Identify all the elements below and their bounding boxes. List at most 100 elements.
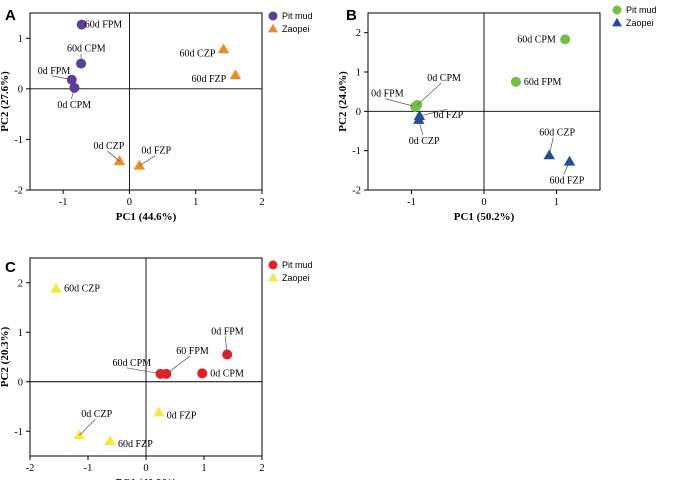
label-0d-czp: 0d CZP — [409, 136, 440, 147]
point-0d-cpm: 0d CPM — [57, 82, 91, 111]
y-tick-label: 0 — [356, 107, 361, 118]
leader-line — [166, 355, 191, 375]
marker-60d-fzp — [563, 155, 576, 166]
panel-letter: B — [346, 7, 357, 24]
label-0d-fzp: 0d FZP — [167, 410, 197, 421]
point-0d-czp: 0d CZP — [409, 113, 440, 147]
leader-line — [71, 87, 75, 99]
legend: Pit mud Zaopei — [268, 11, 313, 34]
label-60d-czp: 60d CZP — [539, 127, 575, 138]
point-60d-czp: 60d CZP — [539, 127, 576, 160]
point-0d-fzp: 0d FZP — [133, 146, 172, 170]
leader-line — [107, 150, 120, 162]
x-tick-label: -1 — [84, 463, 93, 474]
panel-b: B -1 0 1 -2 -1 0 1 2 PC1 (50.2%) PC2 (24.0%) Pit mu… — [337, 5, 657, 223]
legend: Pit mud Zaopei — [612, 5, 657, 28]
legend-label-zaopei: Zaopei — [626, 18, 654, 28]
label-0d-fzp: 0d FZP — [141, 146, 171, 157]
x-axis-title: PC1 (44.6%) — [116, 211, 177, 223]
x-tick-label: 2 — [259, 463, 264, 474]
marker-0d-fzp — [153, 406, 165, 417]
point-0d-czp: 0d CZP — [73, 409, 113, 440]
leader-line — [418, 119, 424, 136]
x-tick-label: 0 — [127, 197, 132, 208]
x-tick-label: 0 — [481, 197, 486, 208]
point-0d-fzp: 0d FZP — [153, 406, 197, 421]
marker-0d-cpm — [197, 368, 208, 379]
point-60d-fzp: 60d FZP — [550, 155, 585, 187]
label-0d-cpm: 0d CPM — [427, 73, 461, 84]
point-0d-cpm: 0d CPM — [412, 73, 461, 111]
y-tick-label: 0 — [18, 84, 23, 95]
marker-60d-czp — [217, 43, 230, 54]
point-60d-czp: 60d CZP — [50, 282, 100, 295]
x-tick-label: 2 — [259, 197, 264, 208]
y-tick-label: -2 — [14, 186, 23, 197]
leader-line — [224, 336, 228, 355]
x-tick-label: -1 — [59, 197, 68, 208]
label-60d-cpm: 60d CPM — [113, 358, 152, 369]
point-60d-fzp: 60d FZP — [104, 435, 153, 450]
marker-0d-fzp — [133, 159, 146, 170]
legend-marker-circle — [268, 11, 278, 21]
label-60d-fzp: 60d FZP — [550, 176, 585, 187]
y-axis-title: PC2 (24.0%) — [337, 71, 349, 132]
marker-60d-fzp — [229, 69, 242, 80]
y-axis-title: PC2 (27.6%) — [0, 71, 11, 132]
marker-0d-fzp — [413, 110, 426, 120]
label-0d-czp: 0d CZP — [93, 141, 124, 152]
label-60d-czp: 60d CZP — [180, 48, 216, 59]
point-0d-fzp: 0d FZP — [413, 108, 464, 121]
legend-label-zaopei: Zaopei — [282, 24, 310, 34]
label-0d-fpm: 0d FPM — [38, 66, 71, 77]
marker-60d-czp — [50, 282, 62, 293]
panel-letter: A — [5, 7, 16, 24]
y-tick-label: 0 — [18, 377, 23, 388]
label-60d-fzp: 60d FZP — [191, 74, 226, 85]
label-0d-fpm: 0d FPM — [371, 89, 404, 100]
marker-0d-czp — [73, 429, 85, 440]
legend: Pit mud Zaopei — [268, 260, 313, 283]
point-0d-czp: 0d CZP — [93, 141, 126, 166]
leader-line — [79, 418, 96, 436]
point-0d-cpm: 0d CPM — [197, 368, 244, 379]
y-tick-label: -1 — [14, 427, 23, 438]
x-tick-label: -1 — [407, 197, 416, 208]
label-0d-czp: 0d CZP — [81, 409, 112, 420]
y-tick-label: -2 — [352, 186, 361, 197]
leader-line — [51, 75, 72, 81]
panel-a: A -1 0 1 2 -2 -1 0 1 PC1 (44.6%) PC2 (27.6%) Pit mu… — [0, 7, 313, 223]
point-0d-fpm: 0d FPM — [38, 66, 77, 85]
leader-line — [548, 137, 554, 156]
point-60d-cpm: 60d CPM — [67, 44, 106, 69]
point-0d-fpm: 0d FPM — [371, 89, 421, 112]
label-60d-cpm: 60d CPM — [67, 44, 106, 55]
label-60d-fpm: 60d FPM — [524, 77, 562, 88]
legend-marker-circle — [612, 5, 622, 15]
y-tick-label: 2 — [18, 278, 23, 289]
marker-60d-cpm — [560, 34, 571, 45]
marker-0d-czp — [413, 113, 425, 124]
label-0d-fzp: 0d FZP — [433, 110, 463, 121]
label-0d-cpm: 0d CPM — [57, 100, 91, 111]
marker-60d-fpm — [76, 19, 87, 30]
label-60d-fpm: 60d FPM — [85, 20, 123, 31]
y-tick-label: 1 — [356, 68, 361, 79]
point-60d-fpm: 60d FPM — [76, 19, 123, 31]
marker-60d-fzp — [104, 435, 116, 446]
label-60d-czp: 60d CZP — [64, 284, 100, 295]
panel-letter: C — [5, 259, 16, 276]
marker-60d-fpm — [510, 76, 521, 87]
x-tick-label: 1 — [554, 197, 559, 208]
y-tick-label: -1 — [352, 146, 361, 157]
marker-0d-czp — [113, 155, 126, 166]
y-tick-label: 2 — [356, 28, 361, 39]
label-60-fpm: 60 FPM — [176, 346, 209, 357]
label-0d-fpm: 0d FPM — [211, 327, 244, 338]
leader-line — [139, 155, 156, 167]
y-tick-label: 1 — [18, 34, 23, 45]
y-tick-label: -1 — [14, 135, 23, 146]
legend-marker-triangle — [612, 17, 622, 27]
x-tick-label: 1 — [201, 463, 206, 474]
leader-line — [417, 82, 442, 106]
